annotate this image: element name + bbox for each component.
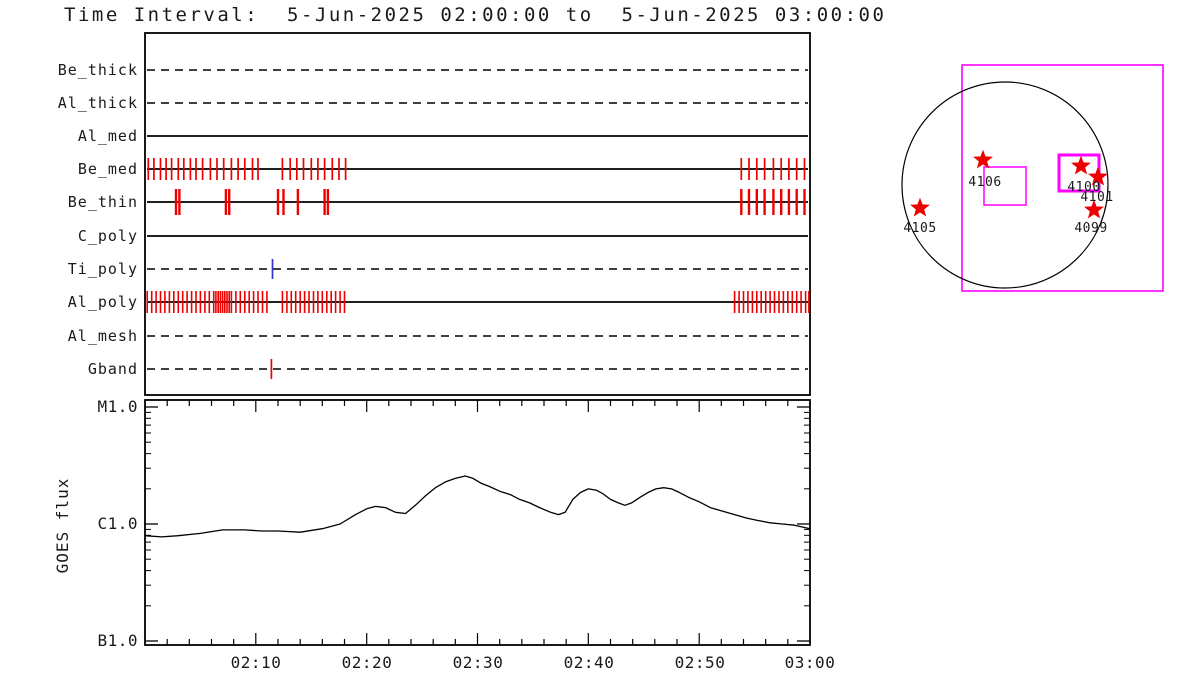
solar-limb-circle [901, 81, 1109, 289]
target-box [983, 166, 1027, 206]
goes-ytick-m1: M1.0 [97, 397, 138, 416]
filter-label-be-med: Be_med [77, 160, 138, 178]
time-interval-title: Time Interval: 5-Jun-2025 02:00:00 to 5-… [64, 4, 887, 26]
xtick-0230: 02:30 [452, 653, 504, 672]
solar-disk-map [901, 64, 1164, 292]
xtick-0220: 02:20 [341, 653, 393, 672]
goes-flux-curve [144, 475, 811, 538]
goes-axis-title: GOES flux [53, 477, 72, 574]
xtick-0300: 03:00 [784, 653, 836, 672]
goes-ytick-b1: B1.0 [97, 631, 138, 650]
active-region-star [1071, 155, 1091, 175]
filter-label-be-thin: Be_thin [67, 193, 138, 211]
filter-label-al-med: Al_med [77, 127, 138, 145]
filter-label-gband: Gband [87, 360, 138, 378]
filter-label-ti-poly: Ti_poly [67, 260, 138, 278]
active-region-star [1088, 166, 1108, 186]
region-label-4105: 4105 [903, 221, 937, 236]
active-region-star [973, 149, 993, 169]
fov-rectangle [961, 64, 1164, 292]
region-label-4100: 4100 [1067, 180, 1101, 195]
active-region-star [910, 197, 930, 217]
filter-timeline-panel [144, 32, 811, 396]
region-label-4101: 4101 [1080, 190, 1114, 205]
filter-label-be-thick: Be_thick [57, 61, 138, 79]
filter-label-al-mesh: Al_mesh [67, 327, 138, 345]
region-label-4099: 4099 [1074, 221, 1108, 236]
xtick-0240: 02:40 [563, 653, 615, 672]
goes-flux-panel [144, 399, 811, 646]
goes-ytick-c1: C1.0 [97, 514, 138, 533]
xtick-0250: 02:50 [674, 653, 726, 672]
filter-label-al-poly: Al_poly [67, 293, 138, 311]
filter-label-c-poly: C_poly [77, 227, 138, 245]
region-label-4106: 4106 [968, 175, 1002, 190]
xtick-0210: 02:10 [230, 653, 282, 672]
active-region-star [1084, 199, 1104, 219]
filter-label-al-thick: Al_thick [57, 94, 138, 112]
